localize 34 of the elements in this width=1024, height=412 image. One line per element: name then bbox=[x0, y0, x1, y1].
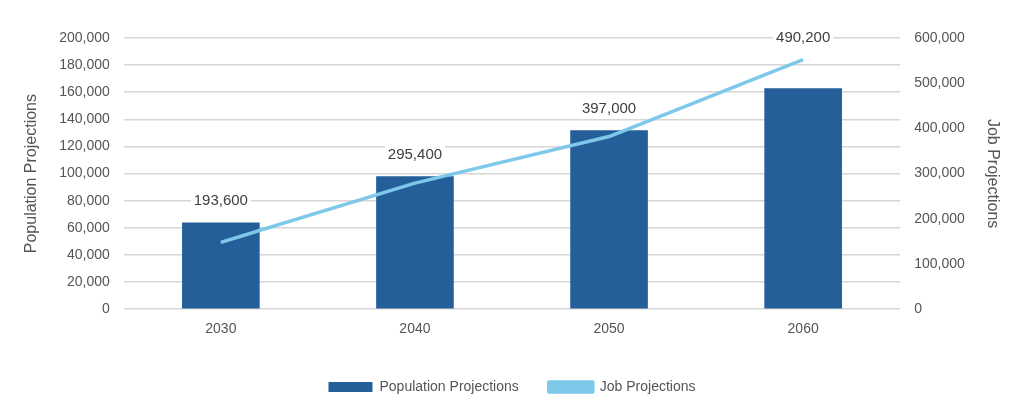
annotation: 295,400 bbox=[387, 144, 443, 162]
y2-tick-label: 0 bbox=[914, 300, 923, 317]
annotation: 490,200 bbox=[776, 28, 831, 46]
y-tick-label: 80,000 bbox=[66, 191, 111, 208]
y-tick-label: 120,000 bbox=[59, 137, 111, 154]
bar bbox=[376, 176, 454, 309]
y-tick-label: 100,000 bbox=[59, 164, 111, 181]
y-axis-title: Population Projections bbox=[22, 93, 40, 254]
x-tick-label: 2030 bbox=[205, 320, 237, 337]
annotation: 397,000 bbox=[581, 98, 637, 116]
y-tick-label: 40,000 bbox=[66, 245, 111, 262]
legend-label: Population Projections bbox=[379, 377, 519, 394]
annotation: 193,600 bbox=[193, 191, 248, 209]
y-tick-label: 20,000 bbox=[66, 272, 111, 289]
x-tick-label: 2040 bbox=[399, 320, 431, 337]
y-tick-label: 180,000 bbox=[59, 55, 111, 72]
x-tick-label: 2060 bbox=[787, 320, 819, 337]
y2-axis-title: Job Projections bbox=[984, 118, 1002, 229]
y2-tick-label: 600,000 bbox=[914, 28, 966, 45]
bar bbox=[570, 130, 648, 309]
y2-tick-label: 500,000 bbox=[914, 74, 966, 91]
y-tick-label: 140,000 bbox=[59, 110, 111, 127]
y2-tick-label: 100,000 bbox=[914, 254, 966, 271]
y2-tick-label: 300,000 bbox=[914, 164, 966, 181]
y-tick-label: 0 bbox=[102, 300, 111, 317]
x-tick-label: 2050 bbox=[593, 320, 625, 337]
legend-label: Job Projections bbox=[599, 377, 696, 394]
y-tick-label: 160,000 bbox=[59, 83, 111, 100]
y2-tick-label: 400,000 bbox=[914, 119, 966, 136]
bar bbox=[764, 88, 842, 309]
y-tick-label: 60,000 bbox=[66, 218, 111, 235]
y-tick-label: 200,000 bbox=[59, 28, 111, 45]
bar bbox=[182, 222, 260, 309]
y2-tick-label: 200,000 bbox=[914, 209, 966, 226]
